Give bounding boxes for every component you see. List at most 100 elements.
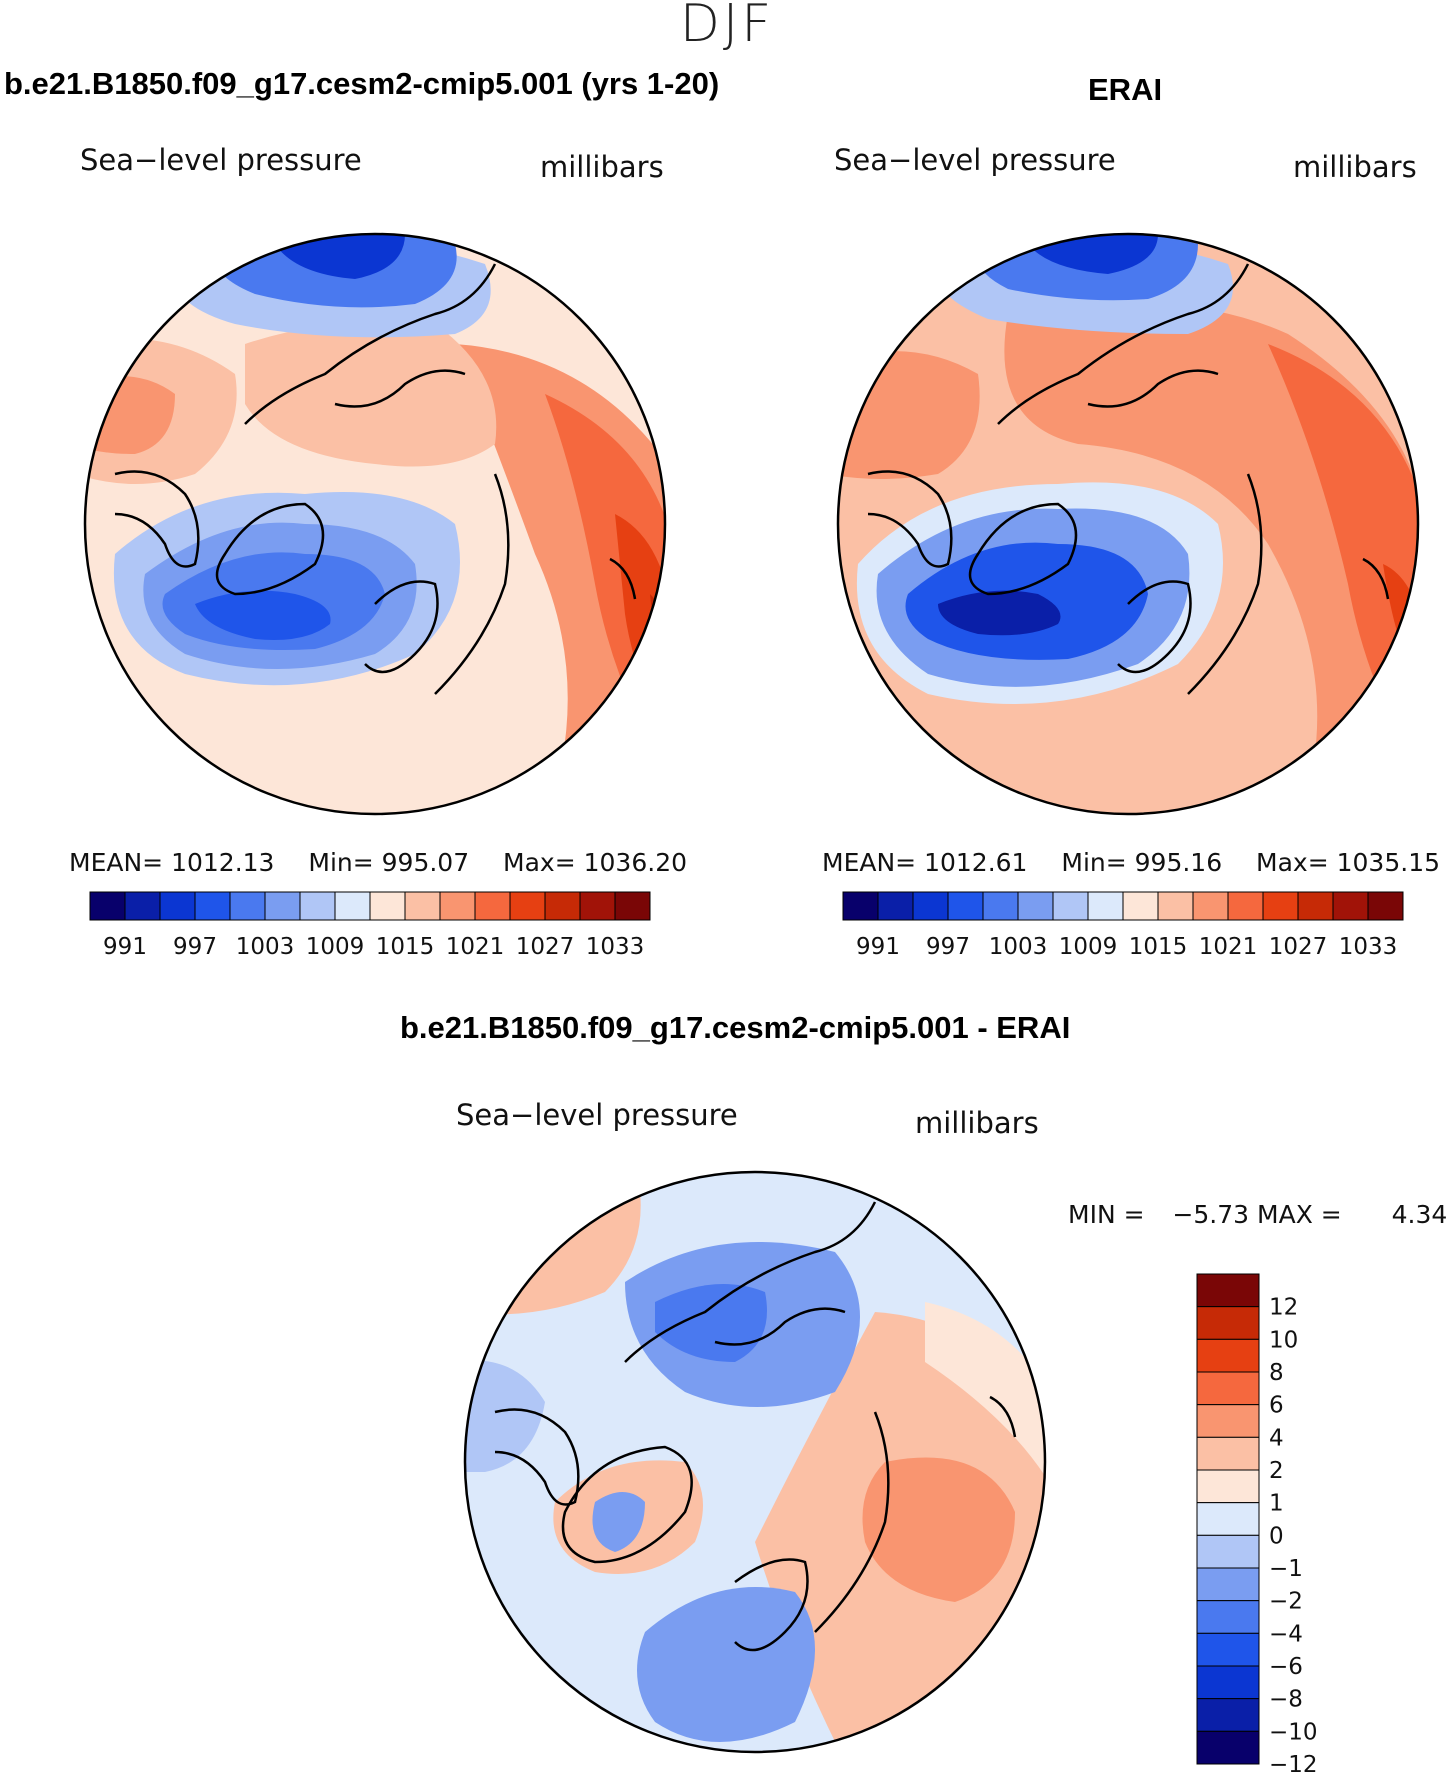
panel3-stats: MIN = −5.73 MAX = 4.34 xyxy=(1068,1200,1447,1229)
panel1-mean-value: 1012.13 xyxy=(171,848,275,877)
panel3-colorbar-tick: 2 xyxy=(1269,1458,1284,1484)
panel3-colorbar-tick: −2 xyxy=(1269,1589,1303,1615)
panel2-colorbar-swatch xyxy=(842,891,879,921)
panel3-colorbar-tick: −6 xyxy=(1269,1654,1303,1680)
panel2-mean-label: MEAN= xyxy=(822,848,917,877)
panel2-colorbar-tick: 1003 xyxy=(989,934,1048,960)
panel2-stats: MEAN= 1012.61 Min= 995.16 Max= 1035.15 xyxy=(822,848,1440,877)
panel3-colorbar-swatch xyxy=(1196,1600,1260,1634)
panel3-colorbar-tick: 8 xyxy=(1269,1360,1284,1386)
panel3-colorbar-swatch xyxy=(1196,1469,1260,1504)
panel2-colorbar-swatch xyxy=(1052,891,1089,921)
panel2-colorbar-swatch xyxy=(877,891,914,921)
panel3-warm-east-core xyxy=(862,1457,1015,1602)
panel2-colorbar-swatch xyxy=(1192,891,1229,921)
panel1-colorbar-tick: 1027 xyxy=(516,934,575,960)
panel2-colorbar-tick: 1033 xyxy=(1339,934,1398,960)
panel3-colorbar-swatch xyxy=(1196,1404,1260,1438)
panel1-mean-label: MEAN= xyxy=(69,848,164,877)
panel1-colorbar-swatch xyxy=(544,891,581,921)
panel2-colorbar-swatch xyxy=(1367,891,1404,921)
panel3-colorbar-tick: −4 xyxy=(1269,1621,1303,1647)
panel3-colorbar-swatch xyxy=(1196,1306,1260,1340)
panel1-colorbar-swatch xyxy=(579,891,616,921)
panel2-colorbar-swatch xyxy=(1017,891,1054,921)
panel2-colorbar-swatch xyxy=(1087,891,1124,921)
panel2-colorbar-tick: 1015 xyxy=(1129,934,1188,960)
panel1-colorbar-tick: 1009 xyxy=(306,934,365,960)
panel1-map xyxy=(83,232,667,816)
panel2-colorbar-swatch xyxy=(1157,891,1194,921)
panel1-min-label: Min= xyxy=(308,848,374,877)
panel3-colorbar-swatch xyxy=(1196,1665,1260,1700)
panel3-variable-label: Sea−level pressure xyxy=(456,1098,738,1132)
panel3-colorbar-tick: 10 xyxy=(1269,1327,1298,1353)
panel3-colorbar-tick: 12 xyxy=(1269,1295,1298,1321)
panel2-colorbar-tick: 997 xyxy=(926,934,970,960)
panel2-colorbar-swatch xyxy=(982,891,1019,921)
panel3-colorbar-swatch xyxy=(1196,1698,1260,1732)
panel2-max-value: 1035.15 xyxy=(1336,848,1441,877)
panel2-colorbar-swatch xyxy=(912,891,949,921)
panel1-colorbar-swatch xyxy=(369,891,406,921)
panel1-units-label: millibars xyxy=(540,150,664,184)
panel1-colorbar-swatch xyxy=(509,891,546,921)
panel1-colorbar-tick: 1021 xyxy=(446,934,505,960)
panel3-colorbar-tick: 0 xyxy=(1269,1523,1284,1549)
panel2-units-label: millibars xyxy=(1293,150,1417,184)
panel1-colorbar-swatch xyxy=(229,891,266,921)
panel2-title: ERAI xyxy=(1088,72,1163,107)
panel1-title: b.e21.B1850.f09_g17.cesm2-cmip5.001 (yrs… xyxy=(4,66,720,101)
panel3-colorbar-tick: −8 xyxy=(1269,1687,1303,1713)
panel3-cool-west xyxy=(465,1360,545,1472)
panel3-colorbar-swatch xyxy=(1196,1436,1260,1471)
panel1-colorbar-swatch xyxy=(334,891,371,921)
panel1-colorbar-swatch xyxy=(124,891,161,921)
panel3-colorbar-swatch xyxy=(1196,1632,1260,1667)
panel1-colorbar-swatch xyxy=(299,891,336,921)
panel2-map xyxy=(836,232,1420,816)
panel2-colorbar-swatch xyxy=(1262,891,1299,921)
panel2-colorbar-swatch xyxy=(1332,891,1369,921)
panel3-colorbar-swatch xyxy=(1196,1338,1260,1373)
panel1-map-boundary xyxy=(83,232,667,816)
panel3-colorbar-tick: 6 xyxy=(1269,1393,1284,1419)
panel1-colorbar-tick: 1003 xyxy=(236,934,295,960)
panel2-colorbar-swatch xyxy=(1227,891,1264,921)
panel3-colorbar-swatch xyxy=(1196,1273,1260,1308)
panel2-min-label: Min= xyxy=(1061,848,1127,877)
panel3-map xyxy=(463,1170,1047,1754)
panel1-high-arctic xyxy=(245,321,497,467)
panel1-colorbar: 991 997 1003 1009 1015 1021 1027 1033 xyxy=(89,891,651,960)
panel2-colorbar-swatch xyxy=(1122,891,1159,921)
panel2-colorbar-swatch xyxy=(1297,891,1334,921)
panel2-low-atlantic-core xyxy=(938,590,1061,636)
panel3-colorbar-swatch xyxy=(1196,1534,1260,1569)
panel2-colorbar-tick: 1021 xyxy=(1199,934,1258,960)
panel1-coastlines xyxy=(114,263,637,695)
panel3-colorbar-swatch xyxy=(1196,1730,1260,1765)
panel3-colorbar-tick: −1 xyxy=(1269,1556,1303,1582)
panel1-colorbar-swatch xyxy=(614,891,651,921)
panel2-map-boundary xyxy=(836,232,1420,816)
panel1-min-value: 995.07 xyxy=(381,848,470,877)
panel1-colorbar-swatch xyxy=(264,891,301,921)
panel1-colorbar-tick: 997 xyxy=(173,934,217,960)
panel2-colorbar-swatch xyxy=(947,891,984,921)
panel1-stats: MEAN= 1012.13 Min= 995.07 Max= 1036.20 xyxy=(69,848,687,877)
panel3-colorbar-tick: 4 xyxy=(1269,1425,1284,1451)
panel3-colorbar-tick: 1 xyxy=(1269,1491,1284,1517)
panel2-colorbar: 991 997 1003 1009 1015 1021 1027 1033 xyxy=(842,891,1404,960)
panel2-coastlines xyxy=(867,263,1390,695)
panel1-max-label: Max= xyxy=(503,848,576,877)
panel1-colorbar-swatch xyxy=(89,891,126,921)
panel2-colorbar-tick: 991 xyxy=(856,934,900,960)
panel3-min-label: MIN = xyxy=(1068,1200,1145,1229)
panel3-coastlines xyxy=(494,1201,1017,1652)
panel3-colorbar-swatch xyxy=(1196,1567,1260,1602)
panel3-title: b.e21.B1850.f09_g17.cesm2-cmip5.001 - ER… xyxy=(400,1010,1071,1045)
panel1-colorbar-swatch xyxy=(194,891,231,921)
panel3-units-label: millibars xyxy=(915,1106,1039,1140)
panel3-colorbar-swatch xyxy=(1196,1371,1260,1406)
